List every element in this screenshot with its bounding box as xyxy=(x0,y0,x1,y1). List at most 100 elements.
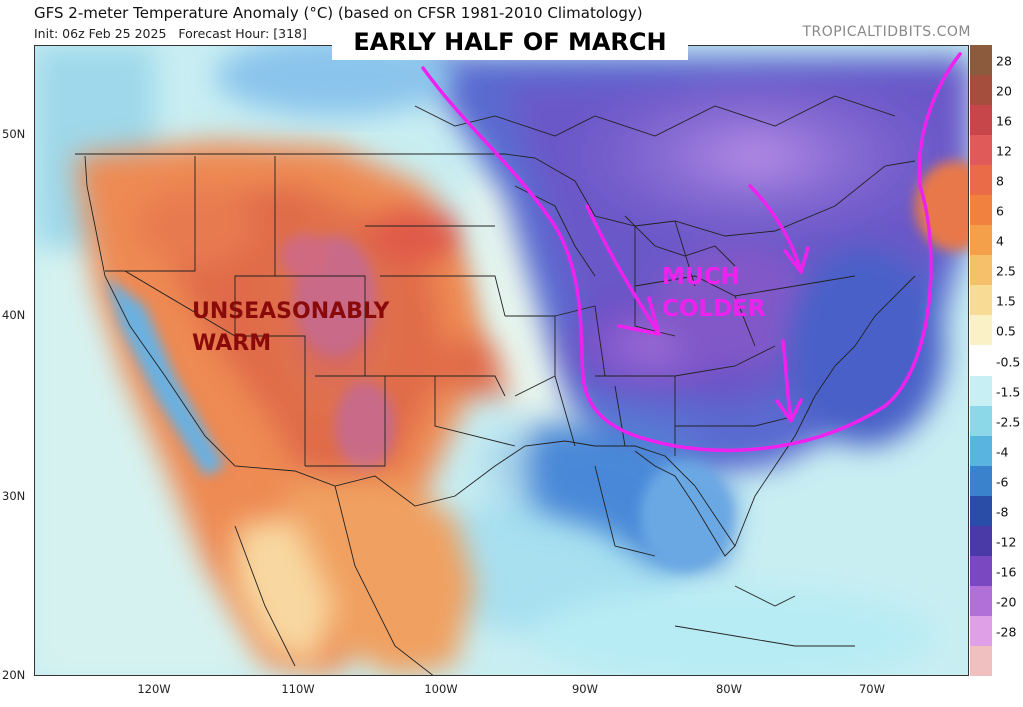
colorbar-cell xyxy=(970,165,992,196)
colorbar-cell xyxy=(970,555,992,587)
state-line xyxy=(674,220,696,287)
warm-annotation-line2: WARM xyxy=(192,331,272,356)
colorbar-label: 8 xyxy=(996,173,1004,189)
colorbar-label: 16 xyxy=(996,113,1012,129)
great-lakes xyxy=(624,215,736,267)
colorbar-cell xyxy=(970,315,992,346)
colorbar-label: -2.5 xyxy=(996,414,1021,430)
colorbar-label: -1.5 xyxy=(996,384,1021,400)
colorbar-cell xyxy=(970,585,992,617)
state-line xyxy=(594,465,656,557)
colorbar-label: 20 xyxy=(996,83,1012,99)
colorbar-cell xyxy=(970,615,992,647)
colorbar-label: -20 xyxy=(996,594,1017,610)
colorbar-cell xyxy=(970,645,992,677)
colorbar-cell xyxy=(970,465,992,497)
state-line xyxy=(305,376,386,467)
colorbar-cell xyxy=(970,375,992,407)
forecast-hour: Forecast Hour: [318] xyxy=(178,26,307,41)
state-line xyxy=(675,415,796,427)
cold-region-outline xyxy=(421,52,962,453)
colorbar-label: 6 xyxy=(996,203,1004,219)
state-line xyxy=(614,385,626,447)
cold-annotation-line1: MUCH xyxy=(662,264,740,290)
colorbar-label: 12 xyxy=(996,143,1012,159)
colorbar-label: 2.5 xyxy=(996,263,1016,279)
colorbar-label: 0.5 xyxy=(996,323,1016,339)
colorbar-cell xyxy=(970,135,992,166)
arrow-southeast xyxy=(781,339,793,420)
colorbar-cell xyxy=(970,45,992,76)
colorbar-label: 28 xyxy=(996,53,1012,69)
colorbar-cell xyxy=(970,405,992,437)
lon-label-100w: 100W xyxy=(424,682,458,696)
warm-core-detail xyxy=(280,234,395,471)
arrow-northeast-head xyxy=(783,246,810,274)
map-panel xyxy=(34,45,969,676)
lat-label-30n: 30N xyxy=(2,489,26,503)
state-line xyxy=(275,275,366,377)
lon-label-120w: 120W xyxy=(137,682,171,696)
state-line xyxy=(434,376,516,447)
colorbar-label: -8 xyxy=(996,504,1009,520)
colorbar-cell xyxy=(970,435,992,467)
state-line xyxy=(105,156,196,272)
cold-boundary-curve xyxy=(421,52,962,453)
state-line xyxy=(234,156,276,336)
colorbar-label: -0.5 xyxy=(996,354,1021,369)
caribbean-islands xyxy=(674,625,855,647)
caribbean-field xyxy=(535,586,935,675)
cold-annotation: MUCH COLDER xyxy=(662,261,766,325)
bahamas xyxy=(734,585,796,607)
colorbar-cell xyxy=(970,345,992,377)
state-line xyxy=(124,270,306,466)
colorbar-cell xyxy=(970,495,992,527)
state-line xyxy=(554,375,576,447)
colorbar-label: 4 xyxy=(996,233,1004,249)
site-credit: TROPICALTIDBITS.COM xyxy=(802,24,971,40)
colorbar-label: -4 xyxy=(996,444,1009,460)
florida-field xyxy=(640,461,730,571)
state-line xyxy=(554,305,606,377)
boundaries xyxy=(75,95,916,675)
colorbar-cell xyxy=(970,225,992,256)
warm-annotation-line1: UNSEASONABLY xyxy=(192,299,390,324)
lon-label-110w: 110W xyxy=(281,682,315,696)
anomaly-map xyxy=(35,46,968,675)
east-coast xyxy=(734,275,916,547)
state-line xyxy=(380,275,506,317)
init-time: Init: 06z Feb 25 2025 xyxy=(34,26,167,41)
colorbar-cell xyxy=(970,195,992,226)
lon-label-90w: 90W xyxy=(571,682,599,696)
baja-field xyxy=(235,516,335,666)
cold-anomaly-region xyxy=(415,56,968,536)
colorbar-label: -12 xyxy=(996,534,1017,550)
northwest-blue xyxy=(215,46,455,116)
lon-label-70w: 70W xyxy=(858,682,886,696)
state-line xyxy=(505,315,556,397)
colorbar xyxy=(970,45,992,677)
init-info: Init: 06z Feb 25 2025 Forecast Hour: [31… xyxy=(34,26,307,41)
arrow-midwest xyxy=(585,204,659,333)
arrow-northeast xyxy=(748,184,802,270)
chart-title: GFS 2-meter Temperature Anomaly (°C) (ba… xyxy=(34,4,643,22)
colorbar-cell xyxy=(970,255,992,286)
colorbar-cell xyxy=(970,75,992,106)
colorbar-cell xyxy=(970,525,992,557)
banner: EARLY HALF OF MARCH xyxy=(332,24,688,60)
us-outline xyxy=(84,155,736,557)
us-canada-border xyxy=(75,153,916,237)
baja-coast xyxy=(234,525,296,667)
arrow-southeast-head xyxy=(775,398,803,423)
colorbar-label: -28 xyxy=(996,624,1017,640)
colorbar-cell xyxy=(970,105,992,136)
lat-label-40n: 40N xyxy=(2,308,26,322)
colorbar-label: -6 xyxy=(996,474,1009,490)
warm-annotation: UNSEASONABLY WARM xyxy=(192,296,389,360)
arrow-midwest-head xyxy=(617,296,661,336)
lon-label-80w: 80W xyxy=(715,682,743,696)
lat-label-50n: 50N xyxy=(2,127,26,141)
lat-label-20n: 20N xyxy=(2,668,26,682)
colorbar-label: -16 xyxy=(996,564,1017,580)
